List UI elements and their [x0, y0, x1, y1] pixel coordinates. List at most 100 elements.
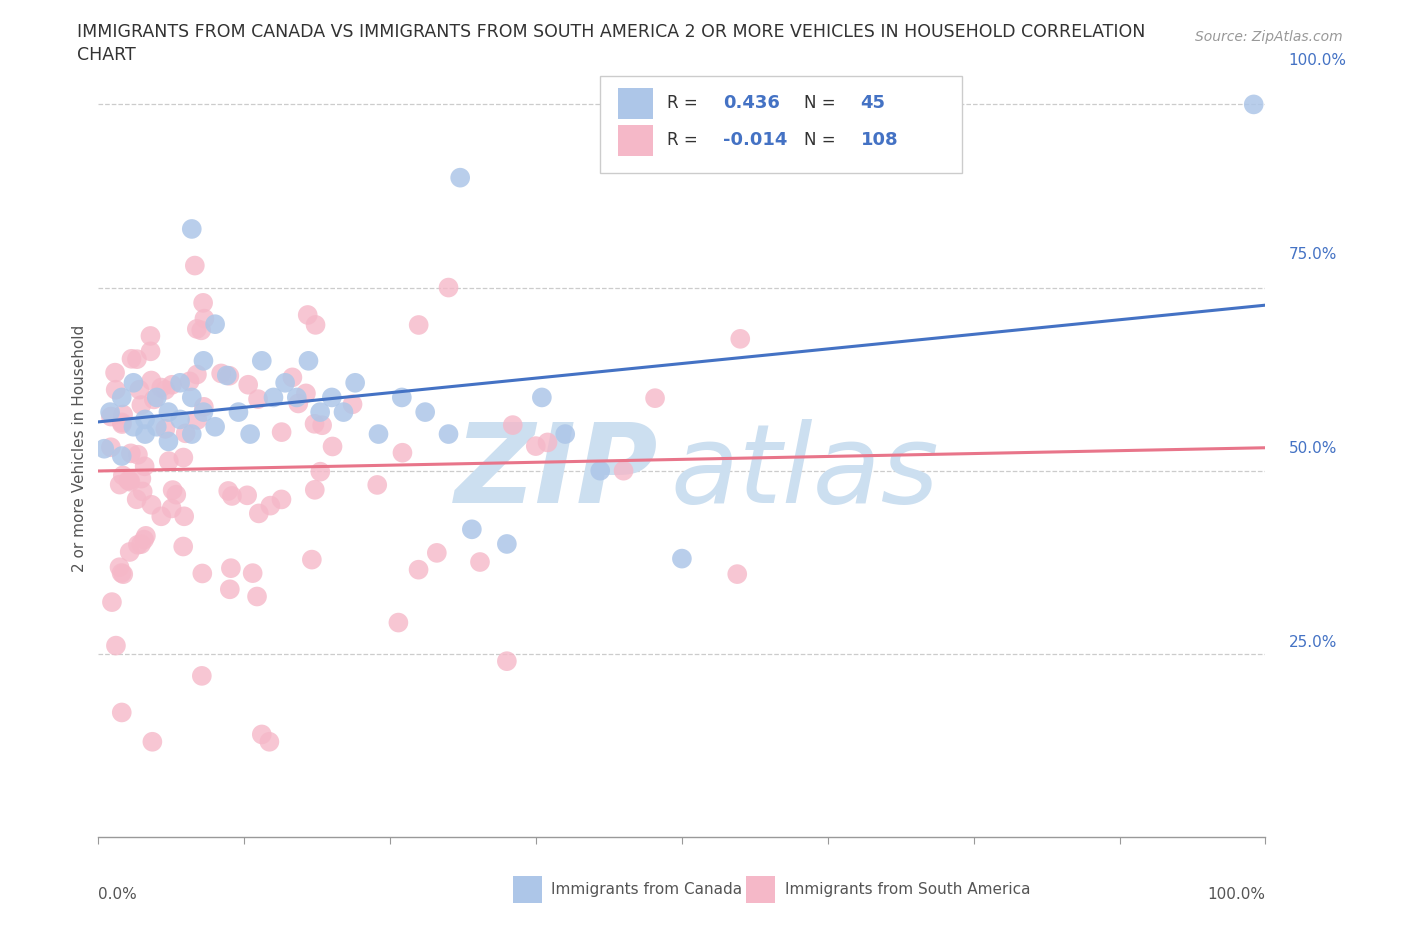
Point — [193, 399, 215, 414]
Point — [274, 376, 297, 391]
Point — [228, 405, 250, 419]
Point — [304, 317, 326, 332]
Bar — [513, 876, 541, 903]
Point — [104, 365, 127, 380]
Text: 100.0%: 100.0% — [1208, 887, 1265, 902]
Point — [204, 419, 226, 434]
Point — [160, 501, 183, 516]
Point — [191, 296, 214, 311]
Point — [184, 259, 207, 273]
Point — [250, 353, 273, 368]
Point — [247, 506, 270, 521]
Point — [111, 448, 134, 463]
Text: 25.0%: 25.0% — [1289, 635, 1337, 650]
Point — [131, 472, 153, 486]
Point — [304, 483, 326, 498]
Point — [155, 421, 177, 436]
Point — [322, 439, 344, 454]
Point — [297, 308, 319, 323]
Point — [217, 484, 239, 498]
Text: 50.0%: 50.0% — [1289, 441, 1337, 457]
Point — [112, 407, 135, 422]
Point — [157, 434, 180, 449]
Point — [127, 447, 149, 462]
Text: ZIP: ZIP — [456, 418, 658, 525]
Point — [104, 382, 127, 397]
Point — [193, 353, 215, 368]
Point — [160, 378, 183, 392]
Point — [730, 331, 752, 346]
Point — [332, 405, 354, 419]
Point — [186, 322, 208, 337]
Point — [342, 397, 364, 412]
Point — [1243, 97, 1265, 112]
Point — [169, 376, 191, 391]
Point — [141, 498, 163, 512]
Point — [141, 735, 163, 750]
Point — [134, 412, 156, 427]
Point — [309, 405, 332, 419]
Point — [191, 566, 214, 581]
Point — [524, 439, 547, 454]
Text: 45: 45 — [860, 94, 886, 113]
Point — [155, 382, 177, 397]
Point — [218, 582, 240, 597]
Point — [221, 488, 243, 503]
Point — [93, 442, 115, 457]
Point — [111, 468, 134, 483]
Point — [120, 445, 142, 460]
Point — [613, 463, 636, 478]
Text: Source: ZipAtlas.com: Source: ZipAtlas.com — [1195, 30, 1343, 44]
Point — [391, 445, 413, 460]
Point — [387, 615, 409, 630]
Point — [530, 390, 553, 405]
Point — [150, 380, 173, 395]
Point — [169, 412, 191, 427]
Point — [239, 427, 262, 442]
Point — [172, 450, 194, 465]
Point — [250, 727, 273, 742]
Point — [180, 390, 202, 405]
Text: N =: N = — [804, 94, 837, 113]
Point — [461, 522, 484, 537]
Point — [111, 705, 134, 720]
Point — [270, 425, 292, 440]
Point — [146, 419, 169, 434]
Point — [108, 477, 131, 492]
Point — [117, 473, 139, 488]
Point — [135, 528, 157, 543]
Point — [218, 368, 240, 383]
Point — [437, 427, 460, 442]
Point — [179, 374, 201, 389]
Point — [204, 317, 226, 332]
Text: Immigrants from Canada: Immigrants from Canada — [551, 882, 742, 897]
Point — [180, 221, 202, 236]
Point — [304, 417, 326, 432]
Text: CHART: CHART — [77, 46, 136, 64]
Point — [344, 376, 367, 391]
Point — [111, 415, 134, 430]
Point — [426, 545, 449, 560]
Point — [408, 563, 430, 578]
Bar — [617, 125, 652, 156]
Point — [110, 565, 132, 580]
Point — [219, 561, 242, 576]
Point — [125, 352, 148, 366]
Point — [247, 392, 270, 406]
Point — [131, 484, 153, 498]
Text: 100.0%: 100.0% — [1289, 53, 1347, 68]
Point — [139, 328, 162, 343]
Point — [285, 390, 308, 405]
Point — [157, 454, 180, 469]
Point — [186, 413, 208, 428]
Point — [128, 382, 150, 397]
Point — [262, 390, 284, 405]
Text: 75.0%: 75.0% — [1289, 247, 1337, 262]
Point — [366, 477, 388, 492]
Point — [125, 492, 148, 507]
Point — [122, 376, 145, 391]
Point — [321, 390, 343, 405]
Point — [122, 419, 145, 434]
Bar — [617, 87, 652, 119]
Y-axis label: 2 or more Vehicles in Household: 2 or more Vehicles in Household — [72, 326, 87, 572]
